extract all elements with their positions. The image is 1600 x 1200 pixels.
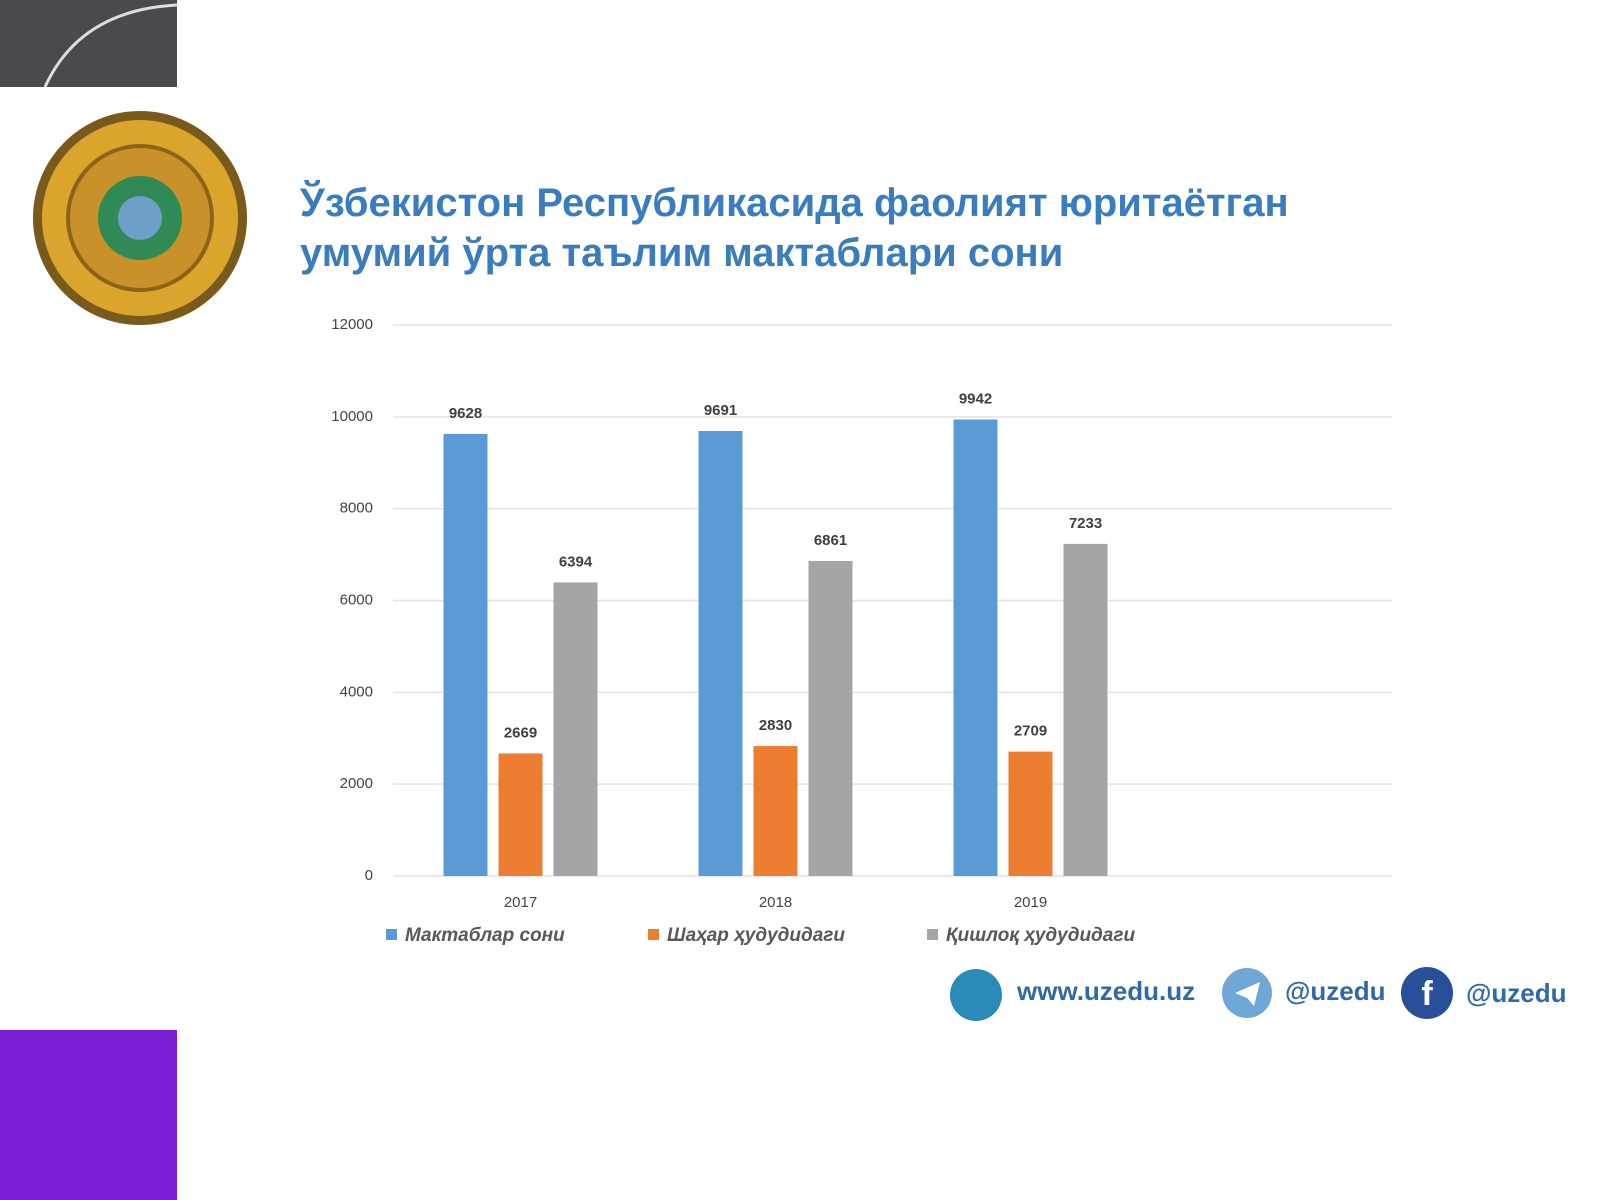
x-tick-label: 2018 <box>759 894 792 911</box>
svg-text:f: f <box>1421 975 1433 1013</box>
legend-label: Шаҳар ҳудудидаги <box>667 925 845 946</box>
bar <box>443 433 488 876</box>
bar <box>698 431 743 876</box>
legend-swatch <box>927 929 938 940</box>
data-label: 6861 <box>814 532 847 549</box>
data-label: 7233 <box>1069 515 1102 532</box>
bar <box>753 746 798 876</box>
emblem <box>33 111 247 325</box>
data-label: 9691 <box>704 402 737 419</box>
telegram: @uzedu <box>1285 976 1385 1006</box>
bar <box>1008 751 1053 876</box>
facebook: @uzedu <box>1466 978 1566 1008</box>
legend-label: Мактаблар сони <box>405 925 565 946</box>
bar <box>1063 543 1108 876</box>
legend-swatch <box>648 929 659 940</box>
y-tick-label: 4000 <box>340 683 373 700</box>
y-tick-label: 10000 <box>331 408 373 425</box>
bar <box>498 753 543 876</box>
legend-swatch <box>386 929 397 940</box>
x-tick-label: 2017 <box>504 894 537 911</box>
bar <box>953 419 998 876</box>
website: www.uzedu.uz <box>1016 976 1195 1006</box>
corner-decoration <box>0 0 177 87</box>
data-label: 2830 <box>759 717 792 734</box>
y-tick-label: 8000 <box>340 500 373 517</box>
y-tick-label: 2000 <box>340 775 373 792</box>
bar <box>808 560 853 876</box>
y-tick-label: 0 <box>365 867 373 884</box>
corner-decoration <box>43 3 178 88</box>
data-label: 2669 <box>504 724 537 741</box>
data-label: 9628 <box>449 405 482 422</box>
bar <box>553 582 598 876</box>
data-label: 2709 <box>1014 723 1047 740</box>
y-tick-label: 12000 <box>331 316 373 333</box>
x-tick-label: 2019 <box>1014 894 1047 911</box>
legend-label: Қишлоқ ҳудудидаги <box>946 925 1136 946</box>
chart-title: Ўзбекистон Республикасида фаолият юритаё… <box>300 181 1289 275</box>
footer-icons: f <box>950 967 1453 1021</box>
y-tick-label: 6000 <box>340 591 373 608</box>
data-label: 9942 <box>959 390 992 407</box>
corner-decoration <box>0 1030 177 1200</box>
data-label: 6394 <box>559 553 593 570</box>
